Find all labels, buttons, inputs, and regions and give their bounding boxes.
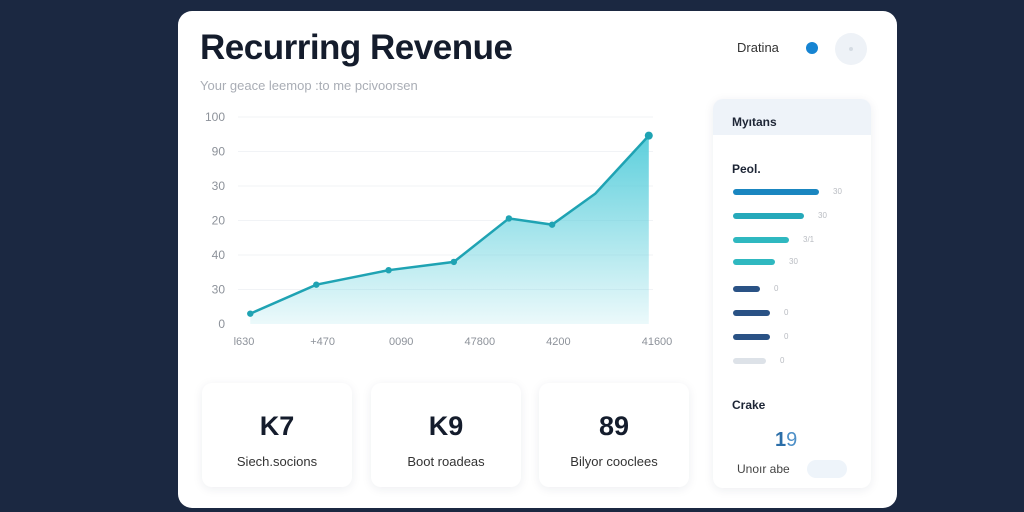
stat-label: Bilyor cooclees xyxy=(570,454,658,469)
stat-label: Boot roadeas xyxy=(407,454,485,469)
x-tick-label: 47800 xyxy=(465,336,496,348)
side-bar xyxy=(733,259,775,265)
side-bar xyxy=(733,237,789,243)
area-fill xyxy=(250,135,649,324)
data-point xyxy=(505,215,513,222)
data-point xyxy=(644,131,653,140)
side-footer-label: Unoır abe xyxy=(737,462,790,476)
side-bar-label: 30 xyxy=(818,211,827,220)
data-point xyxy=(385,266,392,274)
side-panel-header: Myıtans xyxy=(713,99,871,135)
y-tick-label: 40 xyxy=(212,248,226,262)
y-tick-label: 0 xyxy=(218,317,225,331)
data-point xyxy=(548,221,556,228)
side-bar-label: 30 xyxy=(833,187,842,196)
data-point xyxy=(450,258,458,266)
side-bar xyxy=(733,213,804,219)
side-bar xyxy=(733,310,770,316)
side-bar xyxy=(733,358,766,364)
side-bar-label: 0 xyxy=(784,308,789,317)
stat-value: K7 xyxy=(259,411,295,441)
y-tick-label: 90 xyxy=(212,145,226,159)
stat-card[interactable]: 89 Bilyor cooclees xyxy=(539,383,689,487)
x-tick-label: 4200 xyxy=(546,336,570,348)
big-value-b: 9 xyxy=(786,429,798,451)
side-big-value: 19 xyxy=(775,429,797,452)
x-tick-label: +470 xyxy=(310,336,335,348)
side-section2-title: Crake xyxy=(732,398,766,412)
data-point xyxy=(313,281,320,288)
side-bar xyxy=(733,334,770,340)
avatar[interactable] xyxy=(835,33,867,65)
user-name[interactable]: Dratina xyxy=(737,40,779,55)
y-tick-label: 30 xyxy=(212,179,226,193)
x-tick-label: l630 xyxy=(234,336,255,348)
side-bar xyxy=(733,286,760,292)
side-section-title: Peol. xyxy=(732,162,761,176)
revenue-area-chart: 100 90 30 20 40 30 0 l630 +470 0090 47800 4200 41600 xyxy=(205,110,673,348)
big-value-a: 1 xyxy=(775,429,787,451)
stat-value: 89 xyxy=(598,411,630,441)
x-tick-label: 41600 xyxy=(642,336,673,348)
page-title: Recurring Revenue xyxy=(200,28,513,67)
side-bar-label: 30 xyxy=(789,257,798,266)
stat-label: Siech.socions xyxy=(236,454,318,469)
x-tick-label: 0090 xyxy=(389,336,413,348)
series-line xyxy=(249,134,650,315)
side-pill-button[interactable] xyxy=(807,460,847,478)
side-bar-label: 0 xyxy=(774,284,779,293)
side-bar-label: 0 xyxy=(780,356,785,365)
y-tick-label: 100 xyxy=(205,110,225,124)
side-bar-label: 0 xyxy=(784,332,789,341)
y-tick-label: 20 xyxy=(212,214,226,228)
side-bar-label: 3/1 xyxy=(803,235,815,244)
stat-card[interactable]: K7 Siech.socions xyxy=(202,383,352,487)
data-point xyxy=(247,310,254,317)
status-dot-icon xyxy=(806,42,818,54)
stat-card[interactable]: K9 Boot roadeas xyxy=(371,383,521,487)
side-panel: Myıtans Peol. Crake 19 Unoır abe 30 30 3/1… xyxy=(713,99,871,488)
revenue-card: Recurring Revenue Your geace leemop :to … xyxy=(178,11,897,508)
stat-value: K9 xyxy=(428,411,464,441)
page-subtitle: Your geace leemop :to me pcivoorsen xyxy=(200,78,418,93)
y-tick-label: 30 xyxy=(212,283,226,297)
side-bar xyxy=(733,189,819,195)
